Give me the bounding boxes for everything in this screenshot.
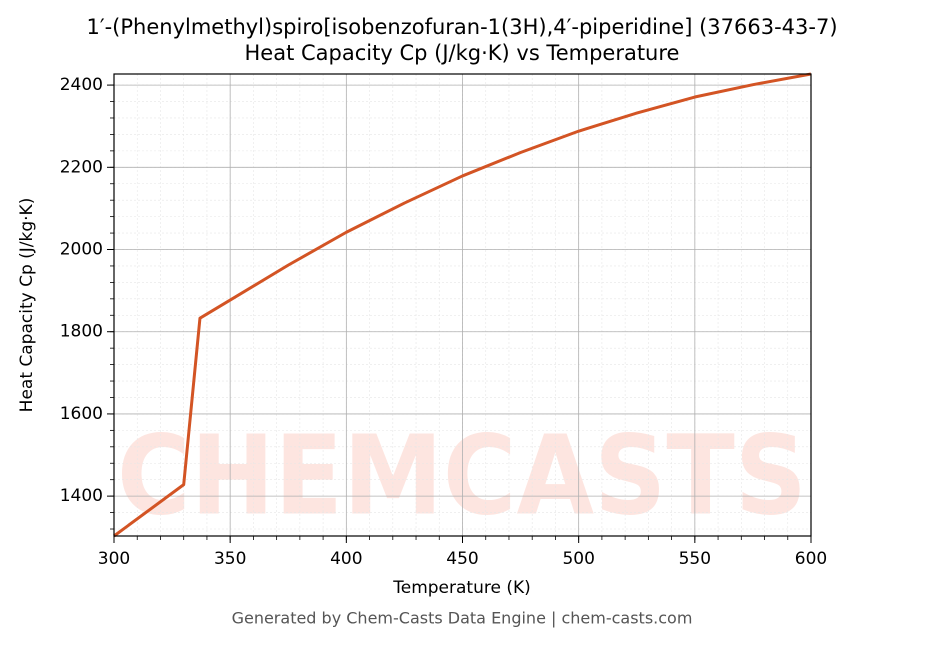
x-tick-label: 400 [330,549,362,569]
watermark: CHEMCASTS [117,411,807,539]
y-tick-label: 1600 [60,404,103,424]
y-tick-label: 1400 [60,486,103,506]
x-tick-label: 600 [795,549,827,569]
plot-frame [113,73,812,537]
x-tick-label: 450 [446,549,478,569]
x-tick-label: 500 [562,549,594,569]
y-tick-label: 1800 [60,322,103,342]
y-tick-label: 2200 [60,157,103,177]
y-tick-label: 2000 [60,240,103,260]
x-tick-label: 300 [98,549,130,569]
x-tick-label: 350 [214,549,246,569]
y-axis-label: Heat Capacity Cp (J/kg·K) [17,198,37,413]
x-axis-label: Temperature (K) [392,578,531,598]
x-tick-label: 550 [679,549,711,569]
chart-title: 1′-(Phenylmethyl)spiro[isobenzofuran-1(3… [86,15,837,39]
data-line [113,72,812,538]
chart-subtitle: Heat Capacity Cp (J/kg·K) vs Temperature [245,41,680,65]
y-tick-label: 2400 [60,75,103,95]
footer: Generated by Chem-Casts Data Engine | ch… [232,609,693,628]
